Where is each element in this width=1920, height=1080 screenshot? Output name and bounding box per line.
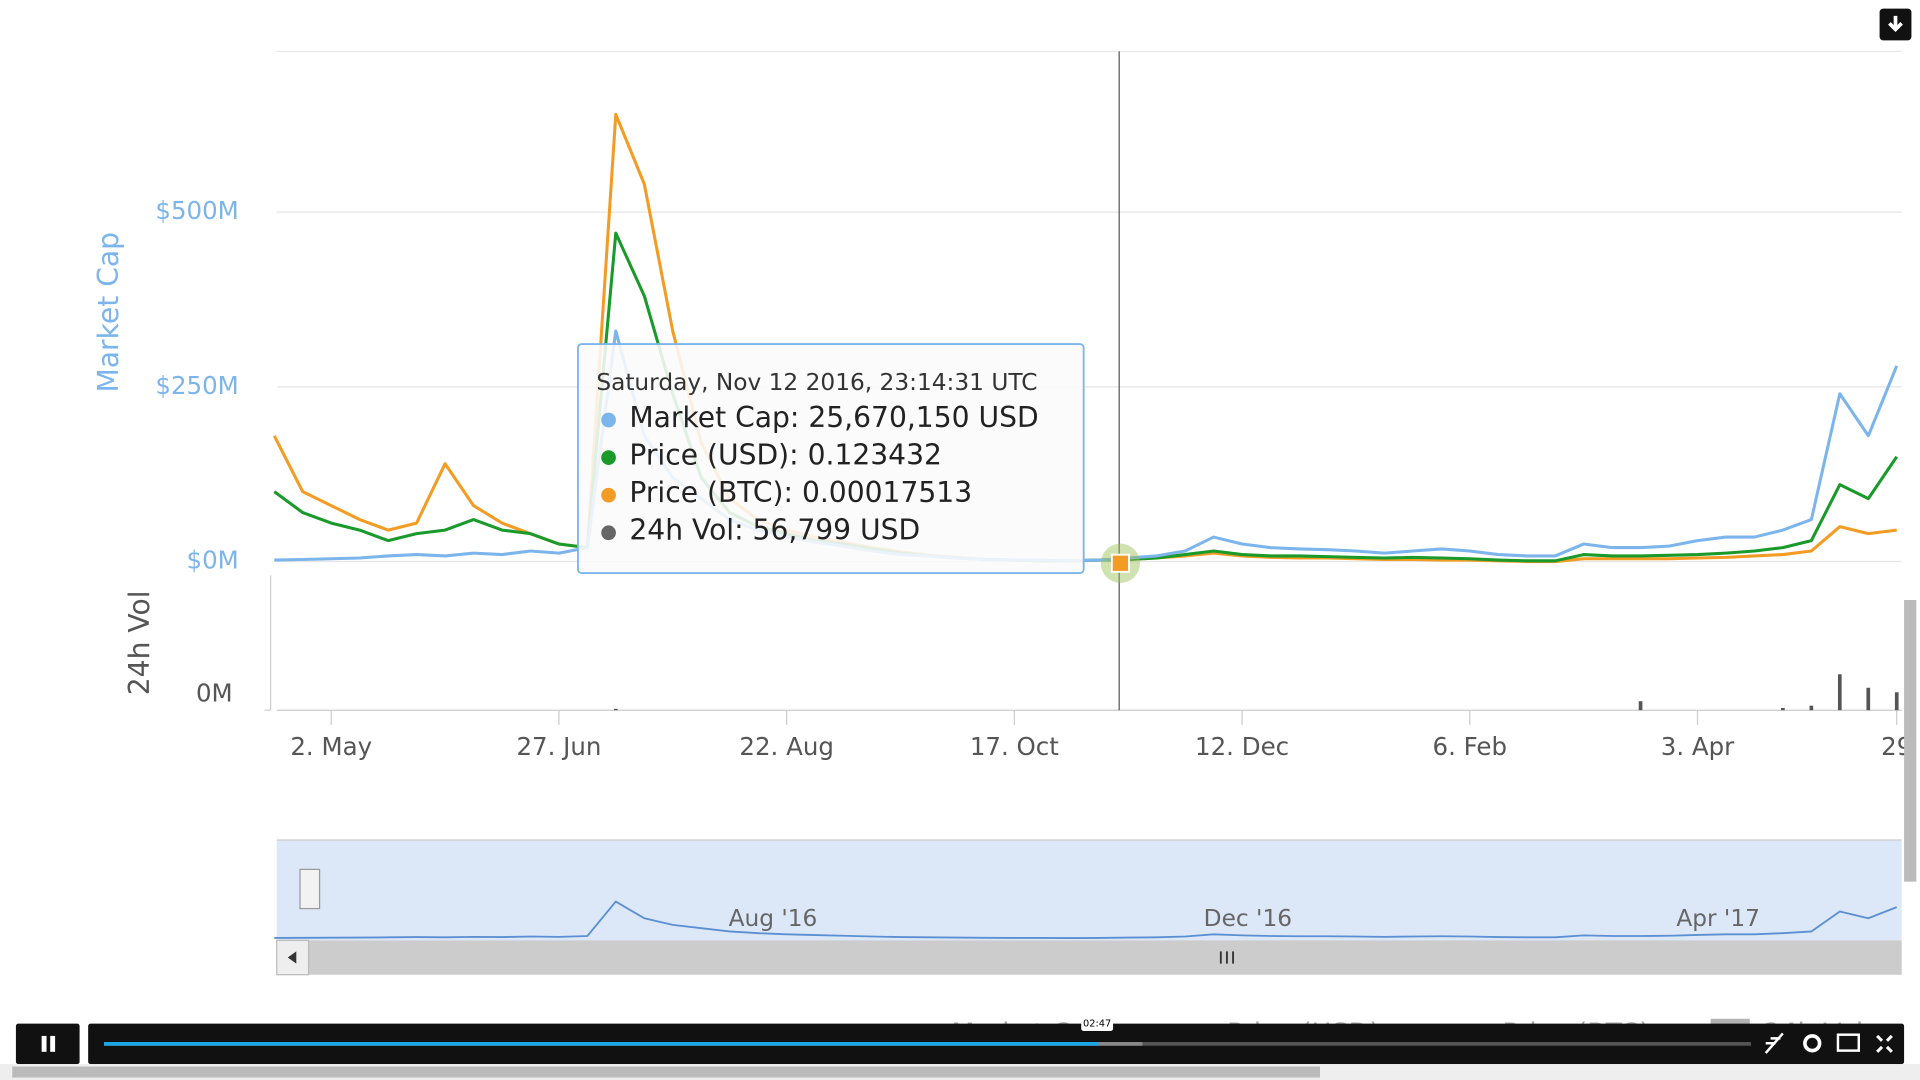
y-tick-label: $0M	[187, 546, 239, 575]
tooltip: Saturday, Nov 12 2016, 23:14:31 UTC Mark…	[577, 343, 1085, 574]
pip-icon[interactable]	[1836, 1033, 1861, 1052]
x-tick-label: 27. Jun	[516, 732, 601, 761]
time-label: 02:47	[1083, 1019, 1111, 1030]
y-tick-label: $500M	[155, 196, 238, 225]
y-axis-title: 24h Vol	[123, 590, 156, 695]
volume-bar	[1638, 701, 1643, 711]
arrow-icon	[287, 951, 297, 964]
tooltip-row: Price (BTC): 0.00017513	[629, 476, 972, 509]
tooltip-dot	[601, 450, 616, 465]
navigator-label: Apr '17	[1676, 905, 1760, 932]
volume-bar	[1781, 707, 1785, 711]
pause-icon	[50, 1035, 56, 1052]
navigator-label: Dec '16	[1204, 905, 1292, 932]
fullscreen-icon[interactable]	[1876, 1034, 1893, 1053]
pause-button[interactable]	[15, 1023, 80, 1065]
navigator-line	[274, 900, 1898, 940]
y-tick-label: 0M	[196, 678, 233, 707]
tooltip-title: Saturday, Nov 12 2016, 23:14:31 UTC	[596, 369, 1037, 396]
volume-bar	[1894, 692, 1899, 711]
x-tick-label: 22. Aug	[739, 732, 833, 761]
page-scrollbar-thumb[interactable]	[12, 1066, 1321, 1078]
volume-bar	[1866, 687, 1871, 711]
x-tick-label: 3. Apr	[1661, 732, 1735, 761]
x-tick-label: 12. Dec	[1195, 732, 1289, 761]
x-tick-label: 17. Oct	[970, 732, 1059, 761]
y-axis-title: Market Cap	[92, 232, 125, 393]
nav-scrollbar-thumb[interactable]	[308, 940, 1902, 975]
hover-marker	[1110, 553, 1130, 573]
pause-icon	[41, 1035, 47, 1052]
volume-bar	[1837, 674, 1842, 711]
navigator-label: Aug '16	[729, 905, 818, 932]
y-tick-label: $250M	[155, 371, 238, 400]
x-tick-label: 6. Feb	[1433, 732, 1507, 761]
tooltip-dot	[601, 525, 616, 541]
navigator-mask	[276, 840, 1902, 941]
navigator: Aug '16 Dec '16 Apr '17	[274, 839, 1902, 976]
tooltip-dot	[601, 412, 616, 428]
tooltip-row: Price (USD): 0.123432	[629, 438, 942, 471]
tooltip-row: Market Cap: 25,670,150 USD	[629, 401, 1038, 434]
tooltip-row: 24h Vol: 56,799 USD	[629, 514, 920, 547]
settings-icon[interactable]	[1803, 1034, 1822, 1053]
tooltip-box	[577, 343, 1085, 574]
time-badge	[1081, 1016, 1114, 1032]
grip-icon	[1219, 951, 1234, 964]
volume-bar	[614, 708, 618, 711]
progress-fill	[104, 1042, 1099, 1046]
captions-icon[interactable]	[1764, 1032, 1784, 1054]
volume-bar	[1809, 705, 1814, 711]
series-line	[274, 329, 1899, 563]
tooltip-dot	[601, 487, 616, 503]
navigator-handle[interactable]	[299, 868, 321, 910]
scrollbar[interactable]	[1904, 600, 1917, 882]
download-icon	[1888, 15, 1903, 32]
x-tick-label: 2. May	[290, 732, 372, 761]
